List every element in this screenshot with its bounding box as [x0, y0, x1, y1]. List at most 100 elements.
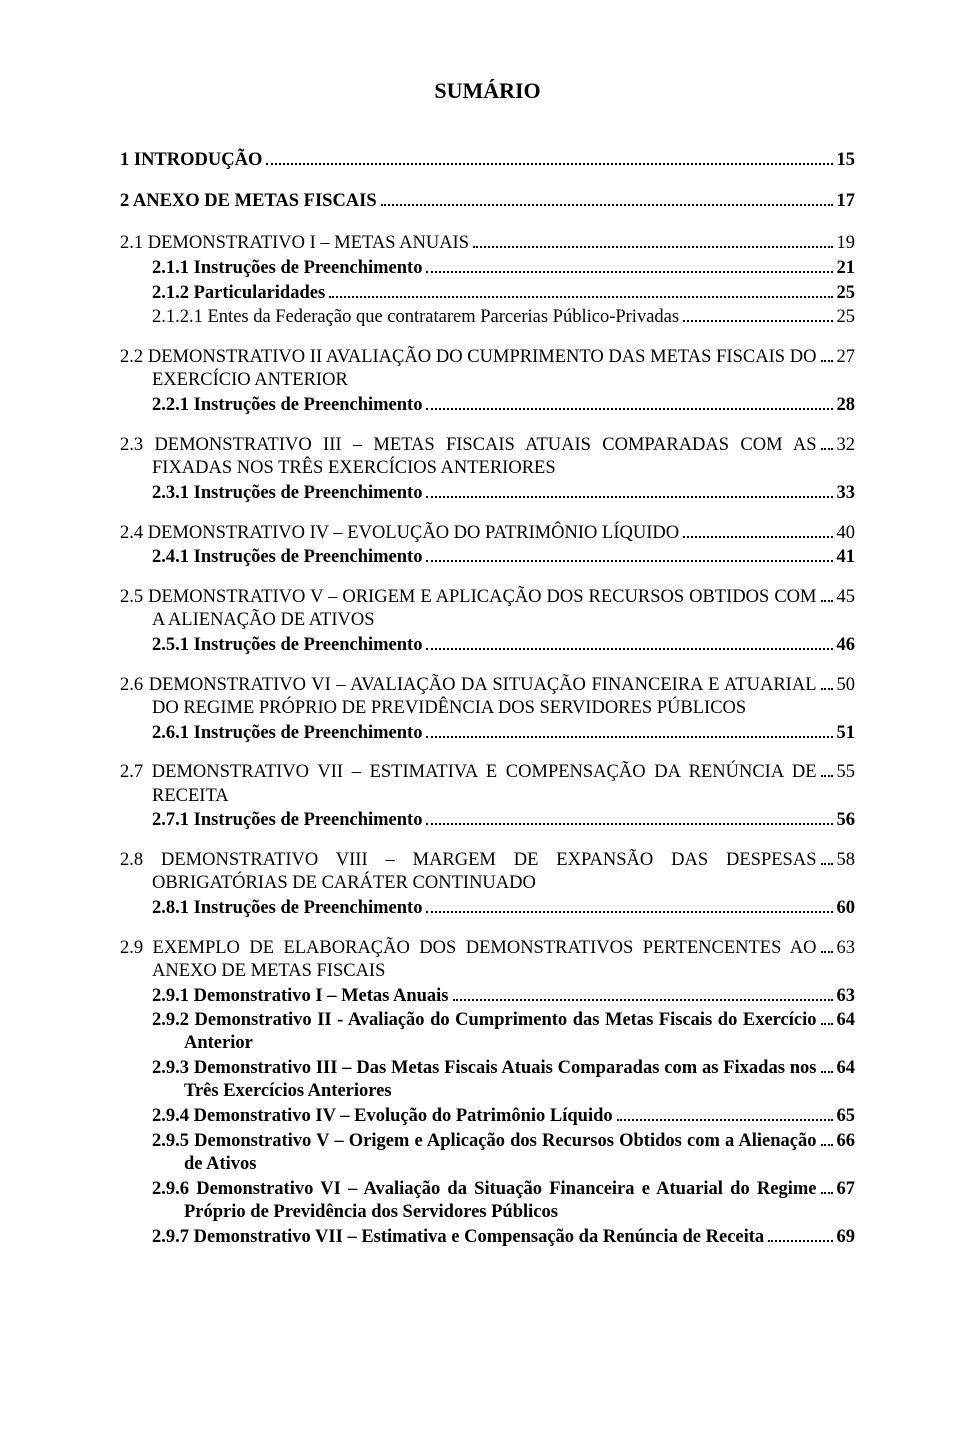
toc-entry: 2.9.4 Demonstrativo IV – Evolução do Pat…: [152, 1105, 855, 1129]
toc-entry: 2.1 DEMONSTRATIVO I – METAS ANUAIS 19: [120, 232, 855, 256]
toc-entry-text: 2.2 DEMONSTRATIVO II AVALIAÇÃO DO CUMPRI…: [120, 346, 817, 392]
toc-leader: [683, 306, 832, 323]
toc-entry-text: 2.5.1 Instruções de Preenchimento: [152, 634, 422, 657]
toc-leader: [821, 433, 833, 450]
toc-leader: [821, 1009, 833, 1026]
toc-entry-text: 2.9.3 Demonstrativo III – Das Metas Fisc…: [152, 1057, 817, 1103]
toc-leader: [426, 896, 832, 913]
toc-leader: [821, 1129, 833, 1146]
toc-entry-text: 2.9.6 Demonstrativo VI – Avaliação da Si…: [152, 1178, 817, 1224]
toc-entry-page: 51: [837, 722, 856, 745]
toc-entry: 2.5.1 Instruções de Preenchimento46: [152, 633, 855, 657]
toc-entry-page: 25: [837, 282, 856, 305]
toc-entry: 2.9.2 Demonstrativo II - Avaliação do Cu…: [152, 1009, 855, 1056]
toc-leader: [768, 1225, 832, 1242]
toc-leader: [426, 256, 832, 273]
toc-entry-text: 2.1 DEMONSTRATIVO I – METAS ANUAIS: [120, 232, 469, 255]
toc-entry: 2.2 DEMONSTRATIVO II AVALIAÇÃO DO CUMPRI…: [120, 346, 855, 393]
toc-entry-page: 55: [837, 761, 856, 784]
toc-entry: 2.6.1 Instruções de Preenchimento 51: [152, 721, 855, 745]
toc-entry-text: 2.3.1 Instruções de Preenchimento: [152, 482, 422, 505]
toc-entry-text: 1 INTRODUÇÃO: [120, 149, 262, 172]
toc-entry-text: 2.9 EXEMPLO DE ELABORAÇÃO DOS DEMONSTRAT…: [120, 937, 817, 983]
toc-leader: [821, 848, 833, 865]
toc-entry-page: 63: [837, 937, 856, 960]
toc-leader: [821, 1177, 833, 1194]
toc-entry: 2.9.7 Demonstrativo VII – Estimativa e C…: [152, 1225, 855, 1249]
toc-entry-page: 64: [837, 1057, 856, 1080]
toc-entry-page: 33: [837, 482, 856, 505]
toc-leader: [821, 585, 833, 602]
toc-leader: [426, 481, 832, 498]
toc-entry-page: 64: [837, 1009, 856, 1032]
toc-entry: 2 ANEXO DE METAS FISCAIS17: [120, 190, 855, 214]
toc-entry: 2.1.1 Instruções de Preenchimento 21: [152, 256, 855, 280]
toc-entry-text: 2.5 DEMONSTRATIVO V – ORIGEM E APLICAÇÃO…: [120, 586, 817, 632]
toc-entry-page: 19: [837, 232, 856, 255]
toc-leader: [426, 546, 832, 563]
toc-entry: 2.2.1 Instruções de Preenchimento28: [152, 393, 855, 417]
toc-entry-text: 2.9.7 Demonstrativo VII – Estimativa e C…: [152, 1226, 764, 1249]
toc-entry-text: 2.1.1 Instruções de Preenchimento: [152, 257, 422, 280]
toc-entry: 2.9.3 Demonstrativo III – Das Metas Fisc…: [152, 1057, 855, 1104]
toc-entry-page: 58: [837, 849, 856, 872]
toc-entry-page: 25: [837, 306, 856, 329]
toc-entry-page: 67: [837, 1178, 856, 1201]
toc-leader: [426, 721, 832, 738]
toc-entry: 1 INTRODUÇÃO 15: [120, 148, 855, 172]
toc-entry: 2.8.1 Instruções de Preenchimento60: [152, 896, 855, 920]
toc-entry-text: 2.1.2.1 Entes da Federação que contratar…: [152, 306, 679, 329]
toc-leader: [821, 346, 833, 363]
toc-entry: 2.1.2.1 Entes da Federação que contratar…: [152, 306, 855, 330]
toc-leader: [821, 936, 833, 953]
toc-entry-page: 21: [837, 257, 856, 280]
toc-entry: 2.4.1 Instruções de Preenchimento 41: [152, 546, 855, 570]
toc-entry-page: 66: [837, 1130, 856, 1153]
toc-entry: 2.4 DEMONSTRATIVO IV – EVOLUÇÃO DO PATRI…: [120, 521, 855, 545]
toc-leader: [683, 521, 832, 538]
toc-entry: 2.7 DEMONSTRATIVO VII – ESTIMATIVA E COM…: [120, 761, 855, 808]
toc-entry-page: 17: [837, 190, 856, 213]
toc-entry-text: 2.7.1 Instruções de Preenchimento: [152, 809, 422, 832]
page-title: SUMÁRIO: [120, 78, 855, 104]
toc-entry: 2.5 DEMONSTRATIVO V – ORIGEM E APLICAÇÃO…: [120, 585, 855, 632]
toc-entry-page: 56: [837, 809, 856, 832]
toc-entry-page: 15: [837, 149, 856, 172]
toc-entry-text: 2.4.1 Instruções de Preenchimento: [152, 546, 422, 569]
toc-container: 1 INTRODUÇÃO 15 2 ANEXO DE METAS FISCAIS17…: [120, 148, 855, 1249]
toc-entry: 2.9 EXEMPLO DE ELABORAÇÃO DOS DEMONSTRAT…: [120, 936, 855, 983]
toc-entry-page: 41: [837, 546, 856, 569]
toc-entry-text: 2.4 DEMONSTRATIVO IV – EVOLUÇÃO DO PATRI…: [120, 522, 679, 545]
toc-entry-page: 27: [837, 346, 856, 369]
toc-entry: 2.8 DEMONSTRATIVO VIII – MARGEM DE EXPAN…: [120, 848, 855, 895]
toc-leader: [426, 393, 832, 410]
toc-leader: [381, 190, 833, 207]
toc-entry: 2.3 DEMONSTRATIVO III – METAS FISCAIS AT…: [120, 433, 855, 480]
toc-entry-text: 2.6.1 Instruções de Preenchimento: [152, 722, 422, 745]
toc-entry: 2.9.1 Demonstrativo I – Metas Anuais 63: [152, 984, 855, 1008]
toc-entry-page: 69: [837, 1226, 856, 1249]
toc-entry-page: 63: [837, 985, 856, 1008]
toc-leader: [821, 761, 833, 778]
toc-entry-page: 28: [837, 394, 856, 417]
toc-entry-text: 2.9.4 Demonstrativo IV – Evolução do Pat…: [152, 1105, 613, 1128]
toc-entry: 2.6 DEMONSTRATIVO VI – AVALIAÇÃO DA SITU…: [120, 673, 855, 720]
toc-entry-page: 50: [837, 674, 856, 697]
toc-entry-page: 60: [837, 897, 856, 920]
toc-entry: 2.7.1 Instruções de Preenchimento 56: [152, 809, 855, 833]
toc-leader: [266, 148, 832, 165]
toc-entry-text: 2.9.2 Demonstrativo II - Avaliação do Cu…: [152, 1009, 817, 1055]
toc-entry: 2.3.1 Instruções de Preenchimento 33: [152, 481, 855, 505]
toc-entry-text: 2.8 DEMONSTRATIVO VIII – MARGEM DE EXPAN…: [120, 849, 817, 895]
toc-entry-text: 2.1.2 Particularidades: [152, 282, 325, 305]
toc-entry-text: 2.9.1 Demonstrativo I – Metas Anuais: [152, 985, 449, 1008]
toc-leader: [821, 673, 833, 690]
toc-leader: [453, 984, 833, 1001]
toc-entry-text: 2.9.5 Demonstrativo V – Origem e Aplicaç…: [152, 1130, 817, 1176]
toc-leader: [426, 633, 832, 650]
toc-leader: [473, 232, 833, 249]
toc-entry-text: 2.7 DEMONSTRATIVO VII – ESTIMATIVA E COM…: [120, 761, 817, 807]
toc-entry-page: 40: [837, 522, 856, 545]
toc-entry: 2.9.5 Demonstrativo V – Origem e Aplicaç…: [152, 1129, 855, 1176]
toc-leader: [426, 809, 832, 826]
